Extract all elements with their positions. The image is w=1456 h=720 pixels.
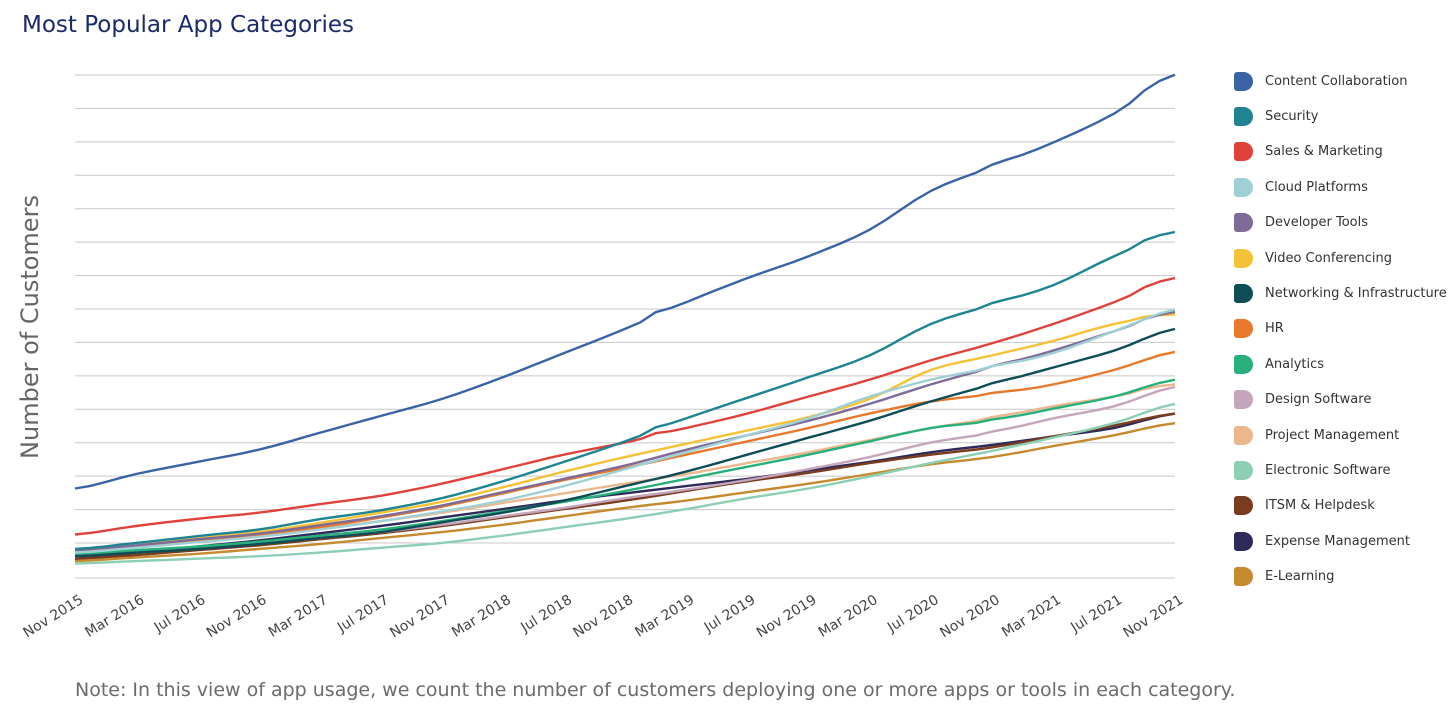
x-tick-label: Nov 2017 bbox=[387, 592, 453, 641]
x-tick-label: Mar 2019 bbox=[632, 592, 697, 641]
legend-label: Cloud Platforms bbox=[1265, 179, 1368, 195]
legend-swatch bbox=[1234, 425, 1253, 445]
legend-label: Analytics bbox=[1265, 356, 1325, 372]
legend-label: Security bbox=[1265, 108, 1319, 124]
legend-item: Security bbox=[1234, 105, 1318, 127]
series-line-itsm-helpdesk bbox=[74, 412, 1176, 560]
legend-item: E-Learning bbox=[1234, 566, 1334, 588]
legend-swatch bbox=[1234, 248, 1253, 268]
series-line-security bbox=[74, 230, 1176, 551]
legend-item: Analytics bbox=[1234, 353, 1324, 375]
x-tick-label: Nov 2015 bbox=[21, 592, 87, 641]
x-tick-label: Jul 2017 bbox=[334, 592, 392, 636]
x-tick-label: Mar 2021 bbox=[999, 592, 1064, 641]
legend-label: Video Conferencing bbox=[1265, 250, 1392, 266]
legend-item: Cloud Platforms bbox=[1234, 176, 1368, 198]
x-tick-label: Nov 2016 bbox=[204, 592, 270, 641]
legend-swatch bbox=[1234, 283, 1253, 303]
legend-item: Project Management bbox=[1234, 424, 1399, 446]
gridlines bbox=[75, 74, 1175, 579]
x-tick-label: Nov 2018 bbox=[571, 592, 637, 641]
legend-swatch bbox=[1234, 531, 1253, 551]
series-line-e-learning bbox=[74, 422, 1176, 563]
legend-item: Content Collaboration bbox=[1234, 70, 1407, 92]
chart-title: Most Popular App Categories bbox=[22, 12, 354, 38]
x-tick-label: Jul 2018 bbox=[517, 592, 575, 636]
legend-item: Networking & Infrastructure bbox=[1234, 282, 1447, 304]
legend-item: ITSM & Helpdesk bbox=[1234, 495, 1375, 517]
legend-label: ITSM & Helpdesk bbox=[1265, 498, 1375, 514]
legend-item: Video Conferencing bbox=[1234, 247, 1392, 269]
y-axis-label: Number of Customers bbox=[16, 195, 44, 459]
legend-item: Sales & Marketing bbox=[1234, 141, 1383, 163]
legend-swatch bbox=[1234, 460, 1253, 480]
legend-swatch bbox=[1234, 496, 1253, 516]
x-tick-label: Nov 2020 bbox=[937, 592, 1003, 641]
legend-label: HR bbox=[1265, 321, 1284, 337]
series-line-design-software bbox=[74, 385, 1176, 557]
x-tick-label: Mar 2020 bbox=[816, 592, 881, 641]
series-line-content-collaboration bbox=[74, 73, 1176, 490]
legend-label: Developer Tools bbox=[1265, 215, 1369, 231]
legend-swatch bbox=[1234, 390, 1253, 410]
series-line-video-conferencing bbox=[74, 313, 1176, 553]
legend-item: Expense Management bbox=[1234, 530, 1410, 552]
legend-item: Electronic Software bbox=[1234, 459, 1391, 481]
legend-label: Design Software bbox=[1265, 392, 1372, 408]
legend-label: Sales & Marketing bbox=[1265, 144, 1383, 160]
legend-swatch bbox=[1234, 177, 1253, 197]
x-tick-label: Mar 2016 bbox=[82, 592, 147, 641]
legend-swatch bbox=[1234, 354, 1253, 374]
legend-swatch bbox=[1234, 567, 1253, 587]
series-line-hr bbox=[74, 350, 1176, 553]
series-line-analytics bbox=[74, 378, 1176, 555]
chart-note: Note: In this view of app usage, we coun… bbox=[75, 679, 1236, 701]
legend-swatch bbox=[1234, 142, 1253, 162]
x-tick-label: Mar 2017 bbox=[266, 592, 331, 641]
x-tick-label: Nov 2019 bbox=[754, 592, 820, 641]
legend-label: Electronic Software bbox=[1265, 462, 1391, 478]
legend-swatch bbox=[1234, 106, 1253, 126]
legend-label: E-Learning bbox=[1265, 569, 1335, 585]
legend-swatch bbox=[1234, 71, 1253, 91]
legend-item: Developer Tools bbox=[1234, 212, 1368, 234]
x-tick-label: Jul 2020 bbox=[884, 592, 942, 636]
x-tick-label: Nov 2021 bbox=[1121, 592, 1187, 641]
series-line-cloud-platforms bbox=[74, 308, 1176, 554]
legend-item: HR bbox=[1234, 318, 1284, 340]
x-tick-label: Mar 2018 bbox=[449, 592, 514, 641]
legend-label: Expense Management bbox=[1265, 533, 1410, 549]
legend-label: Content Collaboration bbox=[1265, 73, 1408, 89]
series-line-networking-infrastructure bbox=[74, 327, 1176, 558]
series-line-sales-marketing bbox=[74, 276, 1176, 536]
x-tick-label: Jul 2016 bbox=[151, 592, 209, 636]
legend-label: Networking & Infrastructure bbox=[1265, 285, 1447, 301]
legend-item: Design Software bbox=[1234, 389, 1371, 411]
x-tick-label: Jul 2019 bbox=[701, 592, 759, 636]
x-tick-label: Jul 2021 bbox=[1067, 592, 1125, 636]
series-lines bbox=[74, 73, 1176, 565]
series-line-electronic-software bbox=[74, 402, 1176, 565]
legend-label: Project Management bbox=[1265, 427, 1400, 443]
legend-swatch bbox=[1234, 319, 1253, 339]
legend-swatch bbox=[1234, 213, 1253, 233]
